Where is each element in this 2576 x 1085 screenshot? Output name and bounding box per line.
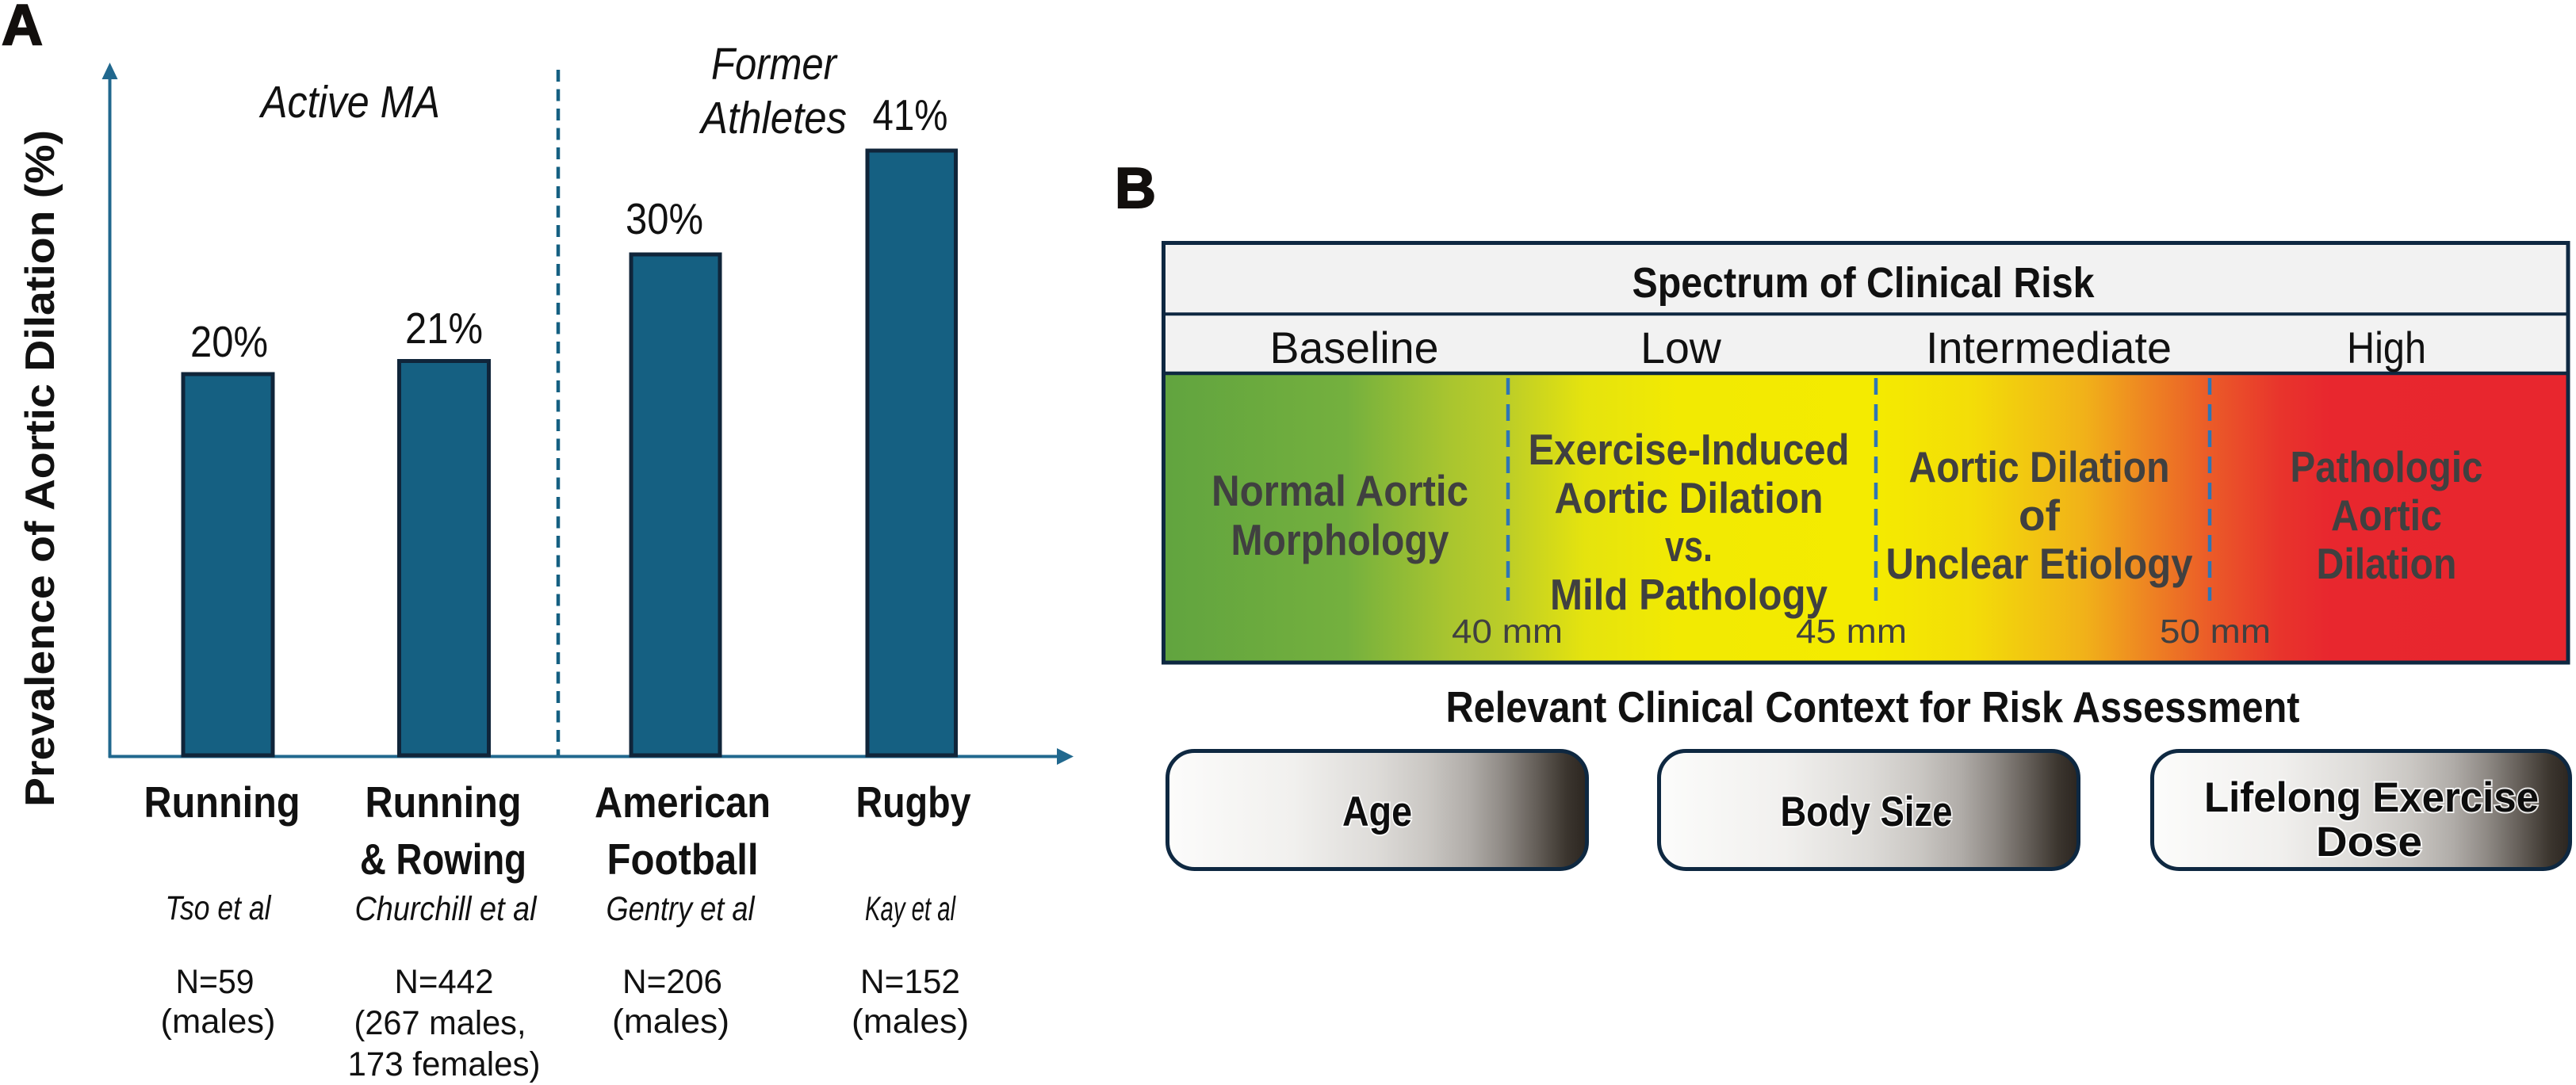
svg-text:Aortic: Aortic xyxy=(2331,491,2442,540)
svg-text:Morphology: Morphology xyxy=(1231,515,1449,564)
svg-text:30%: 30% xyxy=(626,195,703,243)
svg-text:Mild Pathology: Mild Pathology xyxy=(1550,570,1828,619)
svg-text:Active MA: Active MA xyxy=(258,77,440,128)
svg-text:Age: Age xyxy=(1342,789,1412,835)
svg-text:of: of xyxy=(2019,491,2061,540)
svg-text:Normal Aortic: Normal Aortic xyxy=(1211,466,1468,515)
svg-text:Churchill et al: Churchill et al xyxy=(355,891,538,928)
svg-text:Football: Football xyxy=(607,835,759,884)
svg-text:Aortic Dilation: Aortic Dilation xyxy=(1555,473,1824,522)
svg-text:Body Size: Body Size xyxy=(1781,789,1953,835)
svg-text:Spectrum of Clinical Risk: Spectrum of Clinical Risk xyxy=(1632,260,2095,307)
svg-text:(males): (males) xyxy=(161,1003,276,1041)
svg-text:Prevalence of Aortic Dilation: Prevalence of Aortic Dilation (%) xyxy=(17,130,63,807)
svg-text:Baseline: Baseline xyxy=(1270,323,1439,372)
svg-text:B: B xyxy=(1115,157,1156,220)
svg-text:21%: 21% xyxy=(405,304,483,353)
svg-text:41%: 41% xyxy=(873,91,948,139)
svg-text:Intermediate: Intermediate xyxy=(1926,323,2172,372)
svg-text:(267 males,: (267 males, xyxy=(354,1004,526,1042)
svg-text:Running: Running xyxy=(366,777,522,827)
svg-text:Relevant Clinical Context for: Relevant Clinical Context for Risk Asses… xyxy=(1446,682,2300,732)
svg-text:Running: Running xyxy=(144,777,300,827)
svg-text:N=152: N=152 xyxy=(860,963,960,1001)
svg-text:N=442: N=442 xyxy=(395,963,494,1001)
svg-text:50 mm: 50 mm xyxy=(2160,613,2271,651)
svg-text:vs.: vs. xyxy=(1665,521,1713,571)
svg-text:A: A xyxy=(2,0,43,57)
svg-text:(males): (males) xyxy=(852,1003,969,1041)
svg-text:173 females): 173 females) xyxy=(348,1045,541,1083)
svg-text:& Rowing: & Rowing xyxy=(360,835,526,884)
svg-text:Low: Low xyxy=(1640,323,1722,372)
svg-text:Dilation: Dilation xyxy=(2317,539,2457,588)
svg-text:Gentry et al: Gentry et al xyxy=(607,891,756,928)
svg-text:American: American xyxy=(595,777,771,827)
svg-text:Exercise-Induced: Exercise-Induced xyxy=(1529,425,1850,474)
svg-text:Kay et al: Kay et al xyxy=(865,891,956,928)
svg-text:Former: Former xyxy=(711,39,838,90)
svg-text:Rugby: Rugby xyxy=(856,777,971,827)
svg-text:Dose: Dose xyxy=(2316,819,2422,865)
svg-text:Lifelong Exercise: Lifelong Exercise xyxy=(2204,774,2539,821)
svg-text:Athletes: Athletes xyxy=(699,93,847,143)
svg-text:High: High xyxy=(2347,323,2426,372)
svg-text:Tso et al: Tso et al xyxy=(166,890,272,927)
svg-text:N=59: N=59 xyxy=(176,963,255,1001)
svg-text:40 mm: 40 mm xyxy=(1452,613,1563,651)
svg-text:45 mm: 45 mm xyxy=(1796,613,1907,651)
svg-text:Aortic Dilation: Aortic Dilation xyxy=(1909,442,2170,491)
svg-text:N=206: N=206 xyxy=(622,963,722,1001)
svg-text:Pathologic: Pathologic xyxy=(2291,442,2483,491)
svg-text:(males): (males) xyxy=(612,1003,729,1041)
svg-text:Unclear Etiology: Unclear Etiology xyxy=(1886,539,2193,588)
svg-text:20%: 20% xyxy=(190,318,268,366)
